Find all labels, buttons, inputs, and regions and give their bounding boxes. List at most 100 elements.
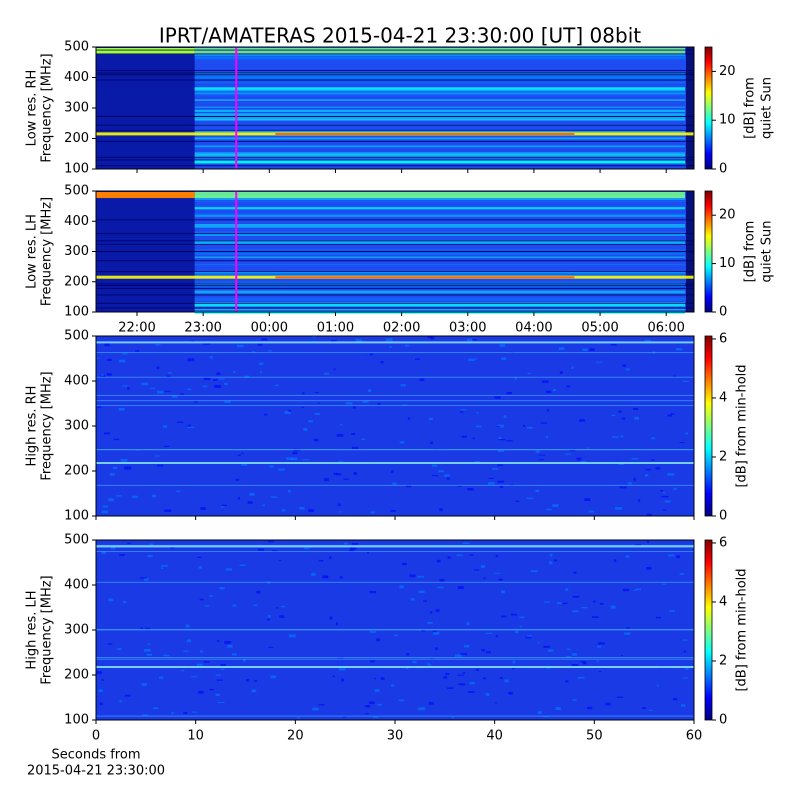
noise-texture xyxy=(660,489,664,492)
noise-texture xyxy=(303,428,308,431)
noise-texture xyxy=(143,648,151,652)
band-texture xyxy=(194,87,686,90)
y-axis-label: Frequency [MHz] xyxy=(40,575,55,684)
noise-texture xyxy=(377,402,381,406)
noise-texture xyxy=(476,668,479,671)
noise-texture xyxy=(220,663,226,667)
noise-texture xyxy=(535,489,540,492)
noise-texture xyxy=(366,353,374,356)
noise-texture xyxy=(270,675,276,679)
y-tick-label: 200 xyxy=(64,131,89,146)
noise-texture xyxy=(474,358,478,360)
y-tick-label: 300 xyxy=(64,244,89,259)
noise-texture xyxy=(579,419,586,422)
noise-texture xyxy=(187,426,195,429)
noise-texture xyxy=(646,540,649,543)
band-texture xyxy=(194,113,686,116)
noise-texture xyxy=(220,668,225,670)
x-tick-label: 0 xyxy=(92,729,100,744)
noise-texture xyxy=(628,482,632,485)
band-texture xyxy=(194,145,686,147)
strong-band-core xyxy=(275,276,575,279)
band-texture xyxy=(194,241,686,243)
noise-texture xyxy=(542,380,549,383)
noise-texture xyxy=(507,692,510,694)
top-band-left xyxy=(96,192,195,199)
colorbar xyxy=(704,539,713,721)
noise-texture xyxy=(633,589,637,591)
dark-line xyxy=(96,72,694,74)
noise-texture xyxy=(566,648,571,651)
noise-texture xyxy=(400,384,406,387)
noise-texture xyxy=(394,634,398,637)
noise-texture xyxy=(549,553,553,557)
noise-texture xyxy=(435,647,438,651)
noise-texture xyxy=(113,438,120,441)
noise-texture xyxy=(369,590,376,594)
noise-texture xyxy=(180,670,185,672)
noise-texture xyxy=(339,511,343,513)
noise-texture xyxy=(460,653,468,655)
noise-texture xyxy=(122,385,128,387)
noise-texture xyxy=(506,391,512,395)
noise-texture xyxy=(239,564,246,567)
noise-texture xyxy=(313,438,319,442)
noise-texture xyxy=(610,605,616,609)
noise-texture xyxy=(311,572,316,576)
noise-texture xyxy=(286,457,293,460)
noise-texture xyxy=(209,688,214,691)
dark-line xyxy=(96,240,694,242)
noise-texture xyxy=(589,348,595,352)
x-tick-label: 40 xyxy=(486,729,503,744)
strong-band-core xyxy=(275,133,575,136)
x-tick-label: 30 xyxy=(387,729,404,744)
colorbar-tick-label: 2 xyxy=(719,653,727,668)
noise-texture xyxy=(361,438,366,440)
noise-texture xyxy=(596,361,603,363)
noise-texture xyxy=(217,639,220,643)
noise-texture xyxy=(599,602,604,605)
mid-line xyxy=(96,462,694,464)
band-line xyxy=(96,658,694,660)
noise-texture xyxy=(345,402,353,405)
noise-texture xyxy=(499,485,504,489)
noise-texture xyxy=(501,357,507,360)
noise-texture xyxy=(251,689,257,693)
noise-texture xyxy=(651,437,656,440)
y-tick-label: 500 xyxy=(64,40,89,55)
band-texture xyxy=(194,226,686,228)
noise-texture xyxy=(509,691,513,695)
colorbar-tick-label: 0 xyxy=(719,713,727,728)
noise-texture xyxy=(437,586,444,589)
top-band xyxy=(194,192,686,199)
band-texture xyxy=(194,117,686,121)
noise-texture xyxy=(215,674,221,676)
dark-line xyxy=(96,49,694,51)
noise-texture xyxy=(249,492,255,496)
noise-texture xyxy=(539,454,546,456)
x-tick-label: 50 xyxy=(586,729,603,744)
noise-texture xyxy=(432,630,437,633)
noise-texture xyxy=(596,660,600,662)
noise-texture xyxy=(588,510,595,513)
noise-texture xyxy=(224,400,231,403)
low-band xyxy=(194,160,686,164)
noise-texture xyxy=(621,655,624,657)
noise-texture xyxy=(483,677,487,680)
noise-texture xyxy=(683,677,688,679)
colorbar-label: quiet Sun xyxy=(760,220,775,282)
noise-texture xyxy=(198,566,202,569)
band-texture xyxy=(194,242,686,245)
noise-texture xyxy=(370,660,375,663)
top-band xyxy=(194,48,686,55)
noise-texture xyxy=(324,372,329,375)
y-axis-label: Low res. LH xyxy=(25,214,40,289)
colorbar-tick-label: 0 xyxy=(719,509,727,524)
noise-texture xyxy=(223,382,228,386)
noise-texture xyxy=(412,660,417,664)
noise-texture xyxy=(202,385,208,388)
x-tick-label: 05:00 xyxy=(581,321,618,336)
noise-texture xyxy=(559,371,563,374)
y-tick-label: 200 xyxy=(64,668,89,683)
noise-texture xyxy=(203,342,211,345)
